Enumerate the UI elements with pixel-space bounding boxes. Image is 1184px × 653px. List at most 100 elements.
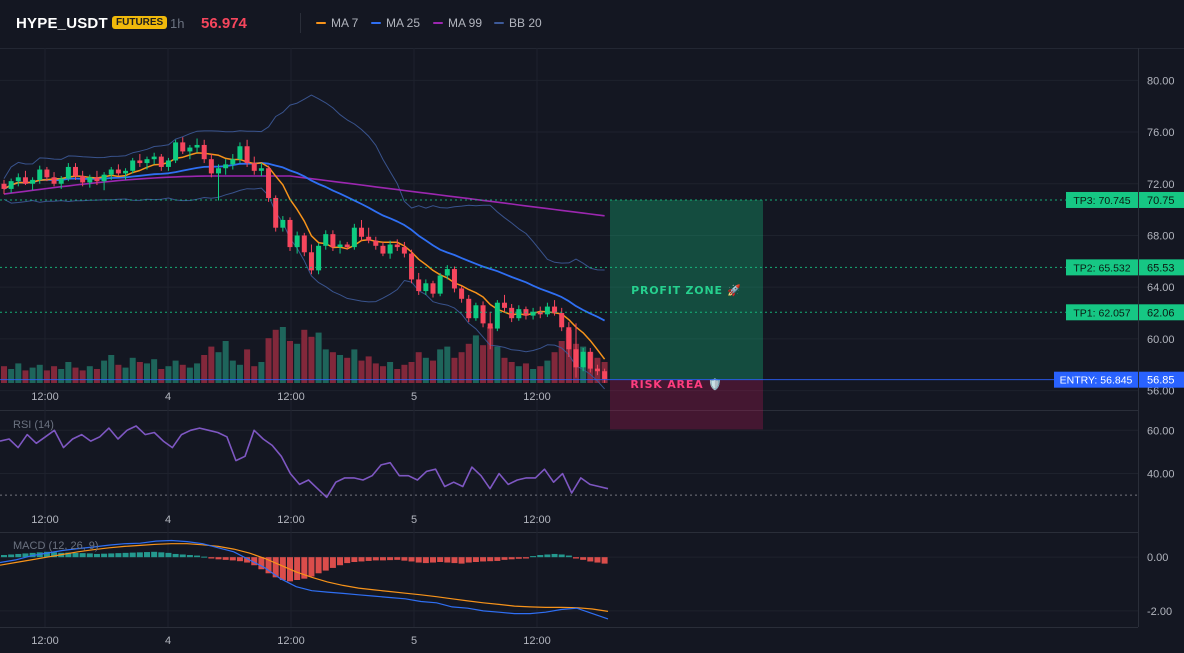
macd-histogram-bar <box>522 557 529 559</box>
candle-body <box>466 298 472 319</box>
macd-histogram-bar <box>229 557 236 561</box>
candle-body <box>165 160 171 167</box>
volume-bar <box>222 341 229 383</box>
volume-bar <box>65 362 72 383</box>
macd-histogram-bar <box>79 553 86 558</box>
candle-body <box>602 371 608 379</box>
volume-bar <box>344 357 351 383</box>
volume-bar <box>258 362 265 383</box>
macd-histogram-bar <box>551 553 558 558</box>
volume-bar <box>501 357 508 383</box>
axis-level-label: 56.85 <box>1147 375 1175 387</box>
y-tick-label: 64.00 <box>1147 282 1175 294</box>
volume-bar <box>401 364 408 383</box>
axis-level-tag <box>1139 259 1184 276</box>
x-tick-label: 5 <box>411 514 417 526</box>
profit-zone-label: PROFIT ZONE 🚀 <box>631 284 742 297</box>
volume-bar <box>294 343 301 383</box>
candle-body <box>552 306 558 314</box>
x-tick-label: 5 <box>411 391 417 403</box>
macd-histogram-bar <box>558 554 565 558</box>
timeframe-label[interactable]: 1h <box>170 16 185 31</box>
candle-body <box>65 166 71 179</box>
futures-badge: FUTURES <box>112 16 168 29</box>
candle-body <box>559 313 565 328</box>
candle-body <box>351 227 357 248</box>
volume-bar <box>558 341 565 383</box>
candle-body <box>316 245 322 271</box>
macd-histogram-bar <box>86 553 93 558</box>
volume-bar <box>322 349 329 383</box>
rsi-line <box>0 425 609 499</box>
candle-body <box>409 253 415 280</box>
candle-body <box>287 219 293 248</box>
candle-body <box>401 247 407 254</box>
volume-bar <box>444 346 451 383</box>
bb-lower-line <box>3 187 605 390</box>
rsi-title: RSI (14) <box>13 419 54 431</box>
macd-histogram-bar <box>108 553 115 558</box>
volume-bar <box>279 327 286 383</box>
macd-histogram-bar <box>315 557 322 574</box>
macd-histogram-bar <box>530 556 537 558</box>
macd-histogram-bar <box>494 557 501 561</box>
candle-body <box>37 169 43 180</box>
volume-bar <box>58 369 65 383</box>
candle-body <box>51 177 57 184</box>
macd-line <box>0 539 609 620</box>
rsi-y-tick-label: 40.00 <box>1147 469 1175 481</box>
volume-bar <box>358 360 365 383</box>
volume-bar <box>537 366 544 383</box>
last-price: 56.974 <box>201 15 247 32</box>
candle-body <box>280 219 286 228</box>
candle-body <box>480 305 486 324</box>
x-tick-label: 12:00 <box>31 391 59 403</box>
risk-area <box>610 379 763 430</box>
volume-bar <box>422 357 429 383</box>
volume-bar <box>244 349 251 383</box>
axis-level-tag <box>1139 371 1184 388</box>
volume-bar <box>487 327 494 383</box>
candle-body <box>151 156 157 160</box>
candle-body <box>323 234 329 246</box>
legend-ma25[interactable]: MA 25 <box>371 16 420 30</box>
candle-body <box>201 144 207 160</box>
candle-body <box>451 269 457 289</box>
x-tick-label: 12:00 <box>523 635 551 647</box>
volume-bar <box>329 352 336 383</box>
macd-histogram-bar <box>151 551 158 558</box>
volume-bar <box>472 335 479 383</box>
legend-ma99[interactable]: MA 99 <box>433 16 482 30</box>
volume-bar <box>36 364 43 383</box>
candle-body <box>380 245 386 254</box>
candle-body <box>251 163 257 171</box>
candle-body <box>494 302 500 329</box>
level-label: TP3: 70.745 <box>1073 195 1130 207</box>
legend-label: MA 99 <box>448 16 483 30</box>
candle-body <box>80 175 86 183</box>
volume-bar <box>494 346 501 383</box>
legend-bb20[interactable]: BB 20 <box>494 16 542 30</box>
symbol-name[interactable]: HYPE_USDT <box>16 15 108 32</box>
candle-body <box>566 327 572 350</box>
candle-body <box>437 275 443 294</box>
candle-body <box>430 283 436 294</box>
volume-bar <box>215 352 222 383</box>
candle-body <box>258 168 264 171</box>
volume-bar <box>15 363 22 383</box>
volume-bar <box>408 362 415 383</box>
volume-bar <box>465 343 472 383</box>
volume-bar <box>122 367 129 383</box>
profit-zone <box>610 199 763 380</box>
candle-body <box>509 307 515 319</box>
volume-bar <box>415 352 422 383</box>
candle-body <box>237 146 243 160</box>
macd-histogram-bar <box>22 553 29 558</box>
volume-bar <box>265 338 272 383</box>
volume-bar <box>458 352 465 383</box>
y-tick-label: 68.00 <box>1147 230 1175 242</box>
volume-bar <box>430 360 436 383</box>
legend-ma7[interactable]: MA 7 <box>316 16 358 30</box>
macd-histogram-bar <box>401 557 408 561</box>
